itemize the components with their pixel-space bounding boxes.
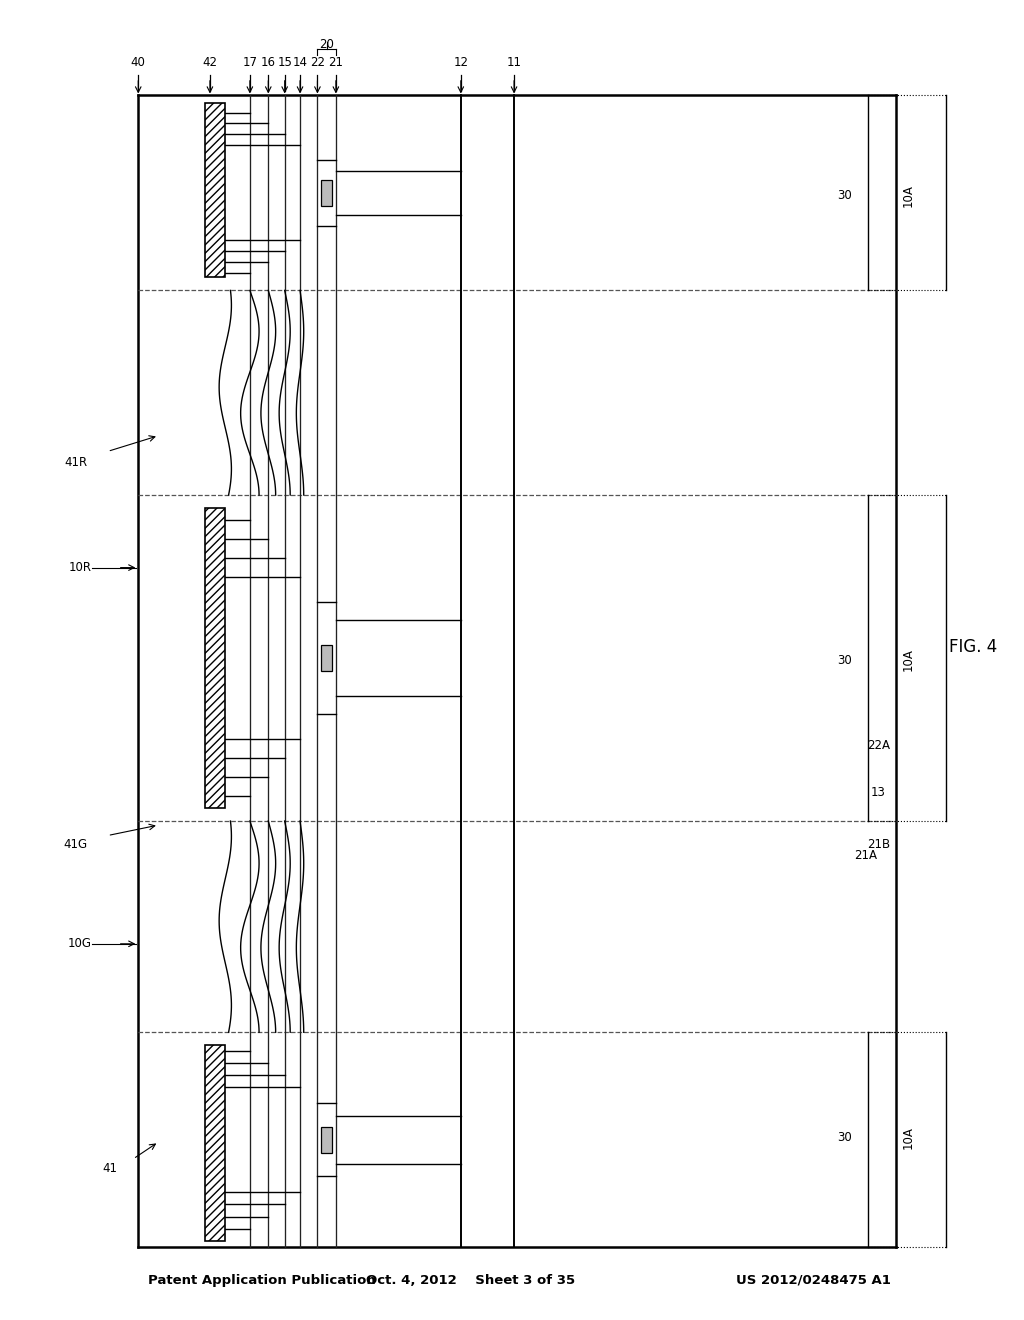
Text: 41R: 41R [63,455,87,469]
Text: 15: 15 [278,55,292,69]
Bar [322,1126,332,1154]
Text: FIG. 4: FIG. 4 [948,638,997,656]
Text: 17: 17 [243,55,257,69]
Text: 11: 11 [507,55,521,69]
Text: 20: 20 [319,38,334,51]
Text: 10R: 10R [70,561,92,574]
Text: 10A: 10A [902,183,914,207]
Text: 30: 30 [838,1131,852,1144]
Text: 42: 42 [203,55,217,69]
Text: 10G: 10G [69,937,92,950]
Text: 41: 41 [102,1162,118,1175]
Text: 16: 16 [261,55,275,69]
Text: 10A: 10A [902,1126,914,1150]
Text: US 2012/0248475 A1: US 2012/0248475 A1 [736,1274,891,1287]
Text: 12: 12 [454,55,468,69]
Text: 41G: 41G [62,838,87,851]
Text: 14: 14 [293,55,307,69]
Text: 22: 22 [310,55,325,69]
Bar [205,1045,225,1241]
Text: 40: 40 [131,55,145,69]
Text: 21: 21 [329,55,343,69]
Text: 21B: 21B [867,838,890,851]
Text: 22A: 22A [867,739,890,752]
Bar [322,644,332,671]
Bar [205,103,225,277]
Text: 30: 30 [838,189,852,202]
Text: Patent Application Publication: Patent Application Publication [148,1274,376,1287]
Text: 21A: 21A [854,849,877,862]
Text: 13: 13 [871,785,886,799]
Bar [322,180,332,206]
Text: Oct. 4, 2012    Sheet 3 of 35: Oct. 4, 2012 Sheet 3 of 35 [367,1274,575,1287]
Text: 30: 30 [838,653,852,667]
Bar [205,508,225,808]
Text: 10A: 10A [902,648,914,672]
